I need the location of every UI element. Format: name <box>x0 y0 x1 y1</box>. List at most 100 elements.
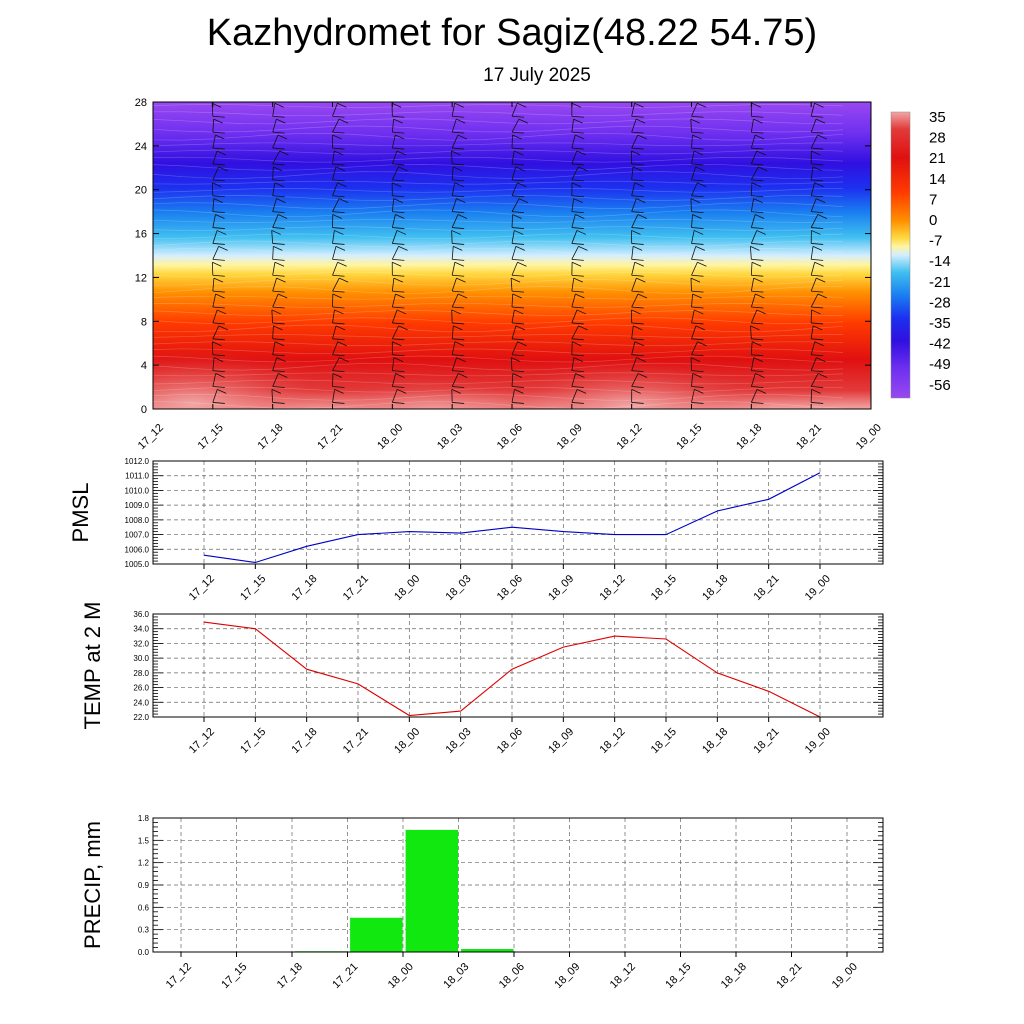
wind-barb-flag <box>218 166 228 172</box>
colorbar-label: 7 <box>929 191 937 208</box>
wind-barb-staff <box>272 262 276 276</box>
wind-barb-flag <box>692 214 702 219</box>
wind-barb-tail <box>811 290 824 293</box>
wind-barb-tail <box>511 322 525 325</box>
wind-barb-staff <box>332 325 337 339</box>
wind-barb-flag <box>815 118 826 124</box>
wind-barb-tail <box>631 402 644 404</box>
wind-barb-staff <box>810 262 816 276</box>
wind-barb-flag <box>396 150 407 156</box>
wind-barb-tail <box>392 306 405 309</box>
wind-barb-flag <box>337 261 347 267</box>
x-tick-label: 17_12 <box>164 961 194 991</box>
wind-barb-flag <box>576 309 587 315</box>
wind-barb-flag <box>332 293 342 299</box>
wind-barb-tail <box>452 243 465 245</box>
wind-barb-flag <box>692 134 702 140</box>
wind-barb-staff <box>870 258 871 260</box>
wind-barb-tail <box>511 258 525 261</box>
wind-barb-tail <box>631 386 644 388</box>
y-tick-label: 0 <box>141 404 147 416</box>
wind-barb-flag <box>334 309 344 315</box>
wind-barb-tail <box>332 147 345 150</box>
wind-barb-flag <box>215 293 225 299</box>
wind-barb-flag <box>695 325 706 331</box>
wind-barb-flag <box>571 261 582 267</box>
wind-barb-tail <box>870 132 871 133</box>
wind-barb-staff <box>332 246 337 260</box>
wind-barb-flag <box>278 373 288 378</box>
wind-barb-staff <box>571 150 578 165</box>
wind-barb-staff <box>750 262 753 276</box>
bar <box>350 917 403 952</box>
wind-barb-tail <box>392 243 405 245</box>
wind-barb-flag <box>870 277 871 279</box>
wind-barb-tail <box>811 163 824 166</box>
wind-barb-tail <box>811 227 824 229</box>
x-tick-label: 17_15 <box>219 961 249 991</box>
wind-barb-staff <box>691 341 698 355</box>
wind-barb-staff <box>631 246 634 260</box>
wind-barb-tail <box>272 163 285 166</box>
wind-barb-flag <box>756 150 766 156</box>
wind-barb-flag <box>453 245 463 251</box>
y-tick-label: 1008.0 <box>125 516 150 525</box>
wind-barb-tail <box>332 290 345 293</box>
wind-barb-tail <box>571 402 584 404</box>
wind-barb-tail <box>511 354 525 357</box>
wind-barb-staff <box>810 246 814 260</box>
wind-barb-flag <box>753 118 763 124</box>
wind-barb-tail <box>691 402 704 404</box>
y-tick-label: 28.0 <box>133 669 149 678</box>
wind-barb-staff <box>272 373 279 387</box>
wind-barb-staff <box>631 325 634 339</box>
wind-barb-staff <box>332 150 335 165</box>
contour-line <box>153 104 844 108</box>
contour-line <box>153 142 844 147</box>
wind-barb-staff <box>631 262 636 276</box>
wind-barb-flag <box>392 341 402 347</box>
wind-barb-tail <box>332 163 345 166</box>
wind-barb-flag <box>573 118 583 124</box>
wind-barb-tail <box>870 163 871 165</box>
y-tick-label: 12 <box>135 272 147 284</box>
x-tick-label: 18_18 <box>734 422 764 452</box>
wind-barb-flag <box>634 182 644 188</box>
wind-barb-flag <box>578 325 588 331</box>
wind-barb-staff <box>571 246 579 260</box>
wind-barb-tail <box>691 147 704 150</box>
colorbar-label: 35 <box>929 109 946 126</box>
wind-barb-flag <box>515 325 526 331</box>
wind-barb-tail <box>332 338 345 341</box>
x-tick-label: 18_21 <box>794 422 824 452</box>
wind-barb-staff <box>511 262 518 276</box>
wind-barb-staff <box>511 198 520 212</box>
wind-barb-staff <box>391 309 398 324</box>
wind-barb-tail <box>332 306 345 309</box>
wind-barb-flag <box>574 134 585 140</box>
temp-panel: 22.0 24.0 26.0 28.0 30.0 32.0 34.0 36.0 17_12 17_… <box>80 602 884 756</box>
wind-barb-staff <box>750 134 756 149</box>
wind-barb-tail <box>272 195 285 198</box>
wind-barb-staff <box>391 278 395 292</box>
wind-barb-tail <box>870 338 871 340</box>
wind-barb-staff <box>631 119 637 133</box>
wind-barb-tail <box>751 211 764 214</box>
wind-barb-tail <box>811 370 824 373</box>
colorbar-label: -56 <box>929 377 951 394</box>
wind-barb-tail <box>631 338 644 341</box>
wind-barb-flag <box>276 277 286 283</box>
y-tick-label: 0.0 <box>138 948 150 957</box>
wind-barb-staff <box>631 373 639 387</box>
x-tick-label: 17_21 <box>341 573 371 603</box>
x-tick-label: 17_18 <box>289 573 319 603</box>
wind-barb-flag <box>517 341 527 347</box>
wind-barb-staff <box>212 214 216 228</box>
wind-barb-flag <box>276 357 286 362</box>
wind-barb-flag <box>510 277 521 283</box>
x-tick-label: 18_00 <box>392 573 422 603</box>
wind-barb-flag <box>753 277 763 283</box>
y-tick-label: 20 <box>135 185 147 197</box>
wind-barb-flag <box>876 326 885 330</box>
y-tick-label: 1.5 <box>138 836 150 845</box>
